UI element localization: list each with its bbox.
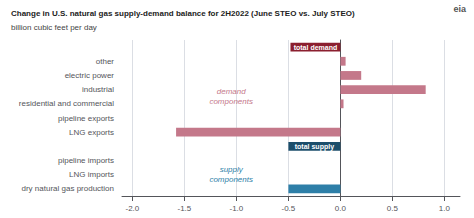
svg-text:-1.5: -1.5 [178,204,192,213]
svg-text:pipeline exports: pipeline exports [58,114,114,123]
svg-text:0.0: 0.0 [335,204,347,213]
svg-text:components: components [209,175,253,184]
svg-text:industrial: industrial [82,85,114,94]
svg-text:1.0: 1.0 [439,204,451,213]
svg-text:eia: eia [453,4,467,14]
svg-text:billion cubic feet per day: billion cubic feet per day [11,23,97,32]
svg-text:components: components [209,97,253,106]
svg-text:LNG exports: LNG exports [69,128,114,137]
svg-text:total supply: total supply [295,143,334,151]
svg-text:pipeline imports: pipeline imports [58,156,114,165]
svg-text:0.5: 0.5 [387,204,399,213]
svg-text:demand: demand [217,87,246,96]
svg-text:Change in U.S. natural gas sup: Change in U.S. natural gas supply-demand… [11,9,355,18]
svg-text:-2.0: -2.0 [126,204,140,213]
svg-text:other: other [96,57,115,66]
svg-text:residential and commercial: residential and commercial [19,99,114,108]
svg-text:-0.5: -0.5 [282,204,296,213]
svg-text:-1.0: -1.0 [230,204,244,213]
svg-text:LNG imports: LNG imports [69,170,114,179]
svg-text:electric power: electric power [65,71,115,80]
svg-text:supply: supply [220,165,244,174]
svg-text:total demand: total demand [294,44,338,51]
svg-text:dry natural gas production: dry natural gas production [22,184,115,193]
